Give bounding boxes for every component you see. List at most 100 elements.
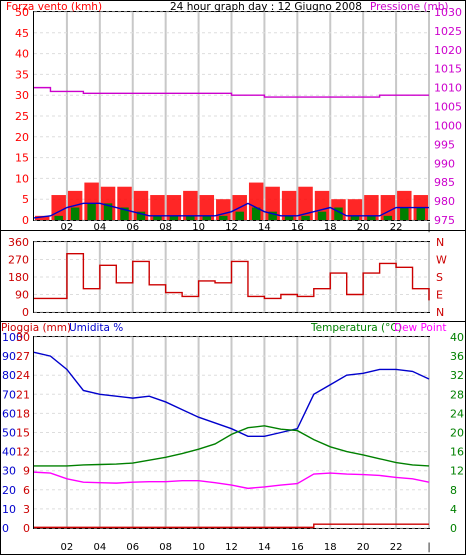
average-wind-bar	[235, 211, 244, 220]
gust-bar	[281, 190, 297, 220]
pressure-y-tick-label: 1010	[434, 82, 462, 95]
gust-bar	[183, 190, 198, 220]
gust-bar	[364, 195, 379, 220]
pressure-y-tick-label: 990	[434, 157, 455, 170]
average-wind-bar	[219, 215, 228, 220]
rain-y-tick-label: 12	[16, 446, 30, 459]
wind-y-tick-label: 10	[15, 172, 29, 185]
direction-y-tick-label: 270	[8, 254, 29, 267]
temperature-y-tick-label: 20	[450, 427, 464, 440]
x-tick-label: 06	[126, 222, 139, 233]
humidity-y-tick-label: 70	[2, 388, 16, 401]
humidity-axis-title: Umidita %	[69, 322, 123, 334]
x-tick-label: 22	[390, 222, 403, 233]
pressure-y-tick-label: 1030	[434, 6, 462, 19]
pressure-y-tick-label: 975	[434, 214, 455, 227]
gust-bar	[150, 195, 165, 220]
x-tick-label: 08	[159, 222, 172, 233]
data-series	[33, 86, 430, 529]
gust-bar	[35, 215, 50, 220]
average-wind-bar	[251, 207, 261, 220]
x-tick-label: 12	[225, 542, 238, 553]
x-tick-label: 02	[61, 542, 74, 553]
compass-tick-label: E	[436, 289, 443, 302]
rain-y-tick-label: 30	[16, 331, 30, 344]
average-wind-bar	[284, 215, 294, 220]
temperature-y-tick-label: 4	[450, 503, 457, 516]
average-wind-bar	[54, 215, 63, 220]
temperature-line	[34, 425, 430, 467]
x-tick-label: 04	[93, 222, 106, 233]
pressure-y-tick-label: 985	[434, 176, 455, 189]
rain-y-tick-label: 15	[16, 427, 30, 440]
average-wind-bar	[400, 207, 409, 220]
average-wind-bar	[103, 203, 113, 220]
pressure-y-tick-label: 1025	[434, 25, 462, 38]
average-wind-bar	[416, 207, 425, 220]
rain-line	[34, 523, 429, 529]
humidity-y-tick-label: 0	[2, 522, 9, 535]
temperature-y-tick-label: 36	[450, 350, 464, 363]
gust-bar	[199, 195, 215, 220]
humidity-y-tick-label: 60	[2, 407, 16, 420]
humidity-line	[33, 351, 430, 438]
x-tick-label: |	[427, 222, 430, 233]
wind-y-tick-label: 5	[22, 193, 29, 206]
dewpoint-line	[33, 471, 430, 490]
rain-y-tick-label: 18	[16, 407, 30, 420]
average-wind-bar	[186, 215, 195, 220]
pressure-line	[34, 86, 429, 98]
wind-y-tick-label: 30	[15, 89, 29, 102]
wind-y-tick-label: 35	[15, 68, 29, 81]
rain-y-tick-label: 6	[23, 484, 30, 497]
humidity-y-tick-label: 10	[2, 503, 16, 516]
temperature-y-tick-label: 28	[450, 388, 464, 401]
humidity-y-tick-label: 90	[2, 350, 16, 363]
pressure-y-tick-label: 1000	[434, 119, 462, 132]
x-tick-label: 22	[390, 542, 403, 553]
average-wind-bar	[136, 211, 146, 220]
average-wind-bar	[153, 215, 162, 220]
x-tick-label: 10	[192, 542, 205, 553]
direction-y-tick-label: 180	[8, 271, 29, 284]
average-wind-bar	[334, 207, 343, 220]
compass-tick-label: N	[436, 306, 444, 319]
x-tick-label: 14	[258, 222, 271, 233]
dewpoint-axis-title: Dew Point	[394, 322, 447, 334]
compass-tick-label: W	[436, 254, 447, 267]
x-tick-label: 08	[159, 542, 172, 553]
direction-y-tick-label: 360	[8, 236, 29, 249]
temperature-y-tick-label: 8	[450, 484, 457, 497]
compass-tick-label: N	[436, 236, 444, 249]
gust-bar	[298, 186, 313, 220]
humidity-y-tick-label: 100	[2, 331, 23, 344]
pressure-y-tick-label: 995	[434, 138, 455, 151]
pressure-y-tick-label: 1015	[434, 63, 462, 76]
average-wind-bar	[367, 215, 376, 220]
rain-y-tick-label: 24	[16, 369, 30, 382]
grid-lines	[34, 11, 430, 529]
average-wind-bar	[350, 215, 360, 220]
average-wind-bar	[301, 215, 310, 220]
wind-y-tick-label: 25	[15, 110, 29, 123]
x-tick-label: 18	[324, 542, 337, 553]
humidity-y-tick-label: 80	[2, 369, 16, 382]
rain-y-tick-label: 21	[16, 388, 30, 401]
x-tick-label: 02	[61, 222, 74, 233]
temperature-y-tick-label: 16	[450, 446, 464, 459]
average-wind-bar	[202, 215, 212, 220]
average-wind-bar	[169, 215, 179, 220]
temperature-y-tick-label: 40	[450, 331, 464, 344]
rain-y-tick-label: 0	[23, 522, 30, 535]
wind-y-tick-label: 50	[15, 6, 29, 19]
wind-y-tick-label: 0	[22, 214, 29, 227]
temperature-y-tick-label: 32	[450, 369, 464, 382]
average-wind-bar	[120, 207, 129, 220]
pressure-y-tick-label: 1005	[434, 101, 462, 114]
rain-y-tick-label: 3	[23, 503, 30, 516]
temperature-y-tick-label: 0	[450, 522, 457, 535]
wind-y-tick-label: 15	[15, 152, 29, 165]
x-tick-label: 10	[192, 222, 205, 233]
wind-y-tick-label: 20	[15, 131, 29, 144]
